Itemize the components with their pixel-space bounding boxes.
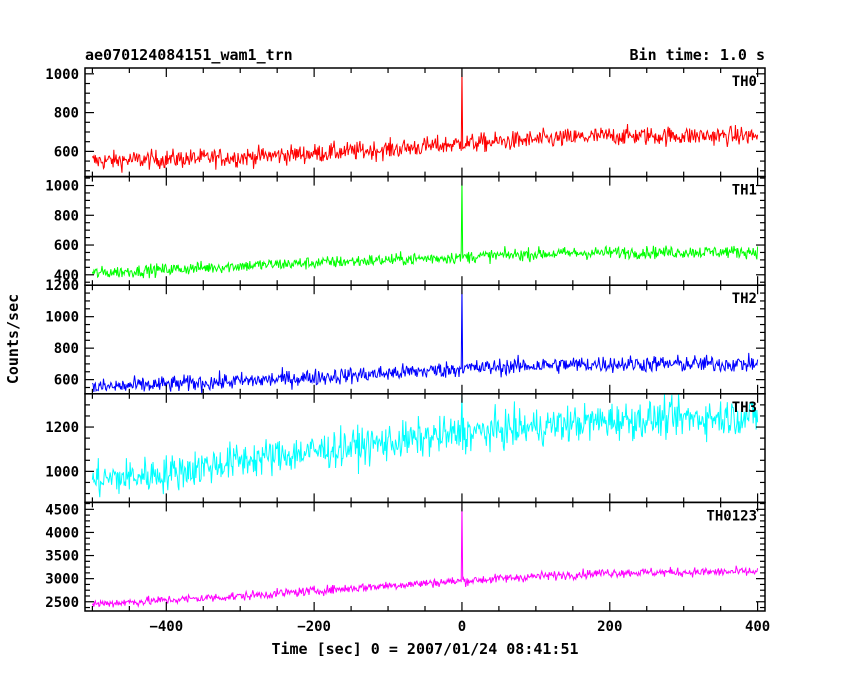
y-tick-label: 800: [54, 106, 79, 122]
y-tick-label: 800: [54, 208, 79, 224]
x-tick-label: 400: [745, 619, 770, 635]
panel-frame: [84, 284, 766, 395]
panel-th3: TH3 1000 1200: [45, 393, 766, 504]
panel-th0123: TH0123 2500 3000 3500 4000 4500 −400 −200 0 200 40…: [45, 501, 770, 635]
x-tick-label: 0: [458, 619, 466, 635]
y-tick-label: 1200: [45, 278, 79, 294]
series-line-th2: [91, 285, 759, 394]
y-tick-label: 3500: [45, 549, 79, 565]
y-tick-label: 4000: [45, 525, 79, 541]
panel-frame: [84, 393, 766, 504]
series-line-th0: [91, 67, 759, 173]
chart-title: ae070124084151_wam1_trn: [85, 46, 293, 64]
panel-label: TH1: [732, 183, 757, 199]
y-tick-label: 600: [54, 144, 79, 160]
panel-th1: TH1 400 600 800 1000: [45, 175, 766, 286]
y-tick-label: 1000: [45, 310, 79, 326]
y-tick-label: 600: [54, 238, 79, 254]
y-tick-label: 4500: [45, 502, 79, 518]
panel-label: TH3: [732, 400, 757, 416]
x-tick-label: −400: [149, 619, 183, 635]
y-tick-label: 600: [54, 373, 79, 389]
y-tick-label: 3000: [45, 572, 79, 588]
y-tick-label: 400: [54, 268, 79, 284]
y-axis-label: Counts/sec: [4, 294, 22, 384]
y-tick-label: 1000: [45, 179, 79, 195]
panel-label: TH0: [732, 74, 757, 90]
panel-label: TH0123: [706, 508, 757, 524]
y-tick-label: 1200: [45, 420, 79, 436]
x-tick-label: −200: [297, 619, 331, 635]
series-line-th1: [91, 178, 759, 279]
y-tick-label: 800: [54, 341, 79, 357]
panel-label: TH2: [732, 291, 757, 307]
x-axis-label: Time [sec] 0 = 2007/01/24 08:41:51: [271, 640, 578, 658]
y-tick-label: 2500: [45, 595, 79, 611]
x-tick-label: 200: [597, 619, 622, 635]
series-line-th0123: [91, 503, 759, 608]
panels-group: TH0 600 800 1000 TH1 400 600 800 1000 TH2 600 800 10…: [45, 67, 770, 635]
bin-time-label: Bin time: 1.0 s: [630, 46, 765, 64]
panel-frame: [84, 501, 766, 612]
y-tick-label: 1000: [45, 67, 79, 83]
series-line-th3: [91, 393, 759, 498]
y-tick-label: 1000: [45, 464, 79, 480]
panel-th2: TH2 600 800 1000 1200: [45, 278, 766, 395]
panel-th0: TH0 600 800 1000: [45, 67, 766, 178]
